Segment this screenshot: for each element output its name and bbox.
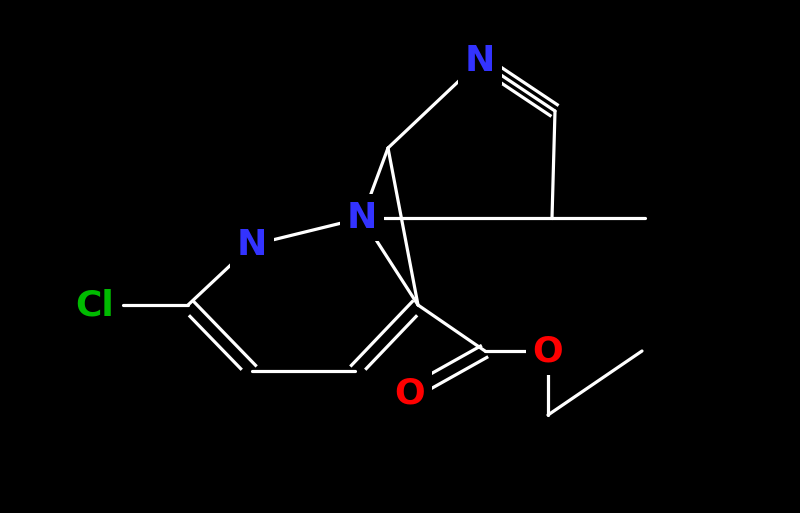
Text: Cl: Cl (76, 288, 114, 322)
Text: N: N (465, 44, 495, 78)
Text: O: O (394, 376, 426, 410)
Text: O: O (533, 334, 563, 368)
Text: N: N (237, 228, 267, 262)
Text: N: N (347, 201, 377, 235)
